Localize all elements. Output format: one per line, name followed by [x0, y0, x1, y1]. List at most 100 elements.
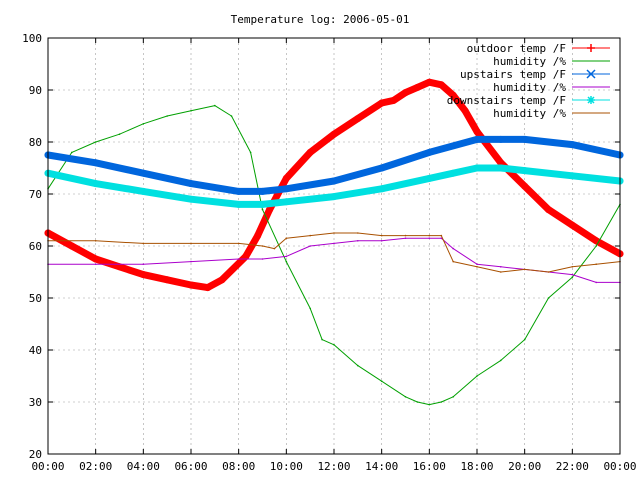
data-point [309, 234, 312, 237]
series-5 [44, 164, 624, 208]
data-point [321, 338, 323, 341]
data-point [595, 245, 597, 247]
data-point [204, 284, 212, 292]
data-point [282, 174, 290, 182]
data-point [94, 240, 97, 242]
data-point [437, 81, 445, 89]
data-point [94, 141, 97, 143]
data-point [68, 242, 76, 250]
data-point [497, 164, 505, 172]
data-point [571, 266, 574, 268]
data-point [142, 123, 145, 125]
data-point [413, 83, 421, 91]
data-point [230, 115, 233, 117]
data-point [92, 180, 100, 188]
data-point [261, 208, 264, 211]
data-point [118, 133, 121, 135]
data-point [452, 260, 455, 263]
data-point [94, 263, 97, 266]
x-tick-label: 06:00 [174, 460, 207, 473]
data-point [163, 276, 171, 284]
data-point [190, 242, 192, 245]
data-point [595, 263, 597, 266]
data-point [235, 187, 243, 195]
data-point [449, 91, 457, 99]
data-point [545, 206, 552, 214]
data-point [380, 240, 383, 242]
series-3 [44, 135, 624, 195]
data-point [595, 281, 597, 284]
x-tick-label: 18:00 [460, 460, 493, 473]
x-tick-label: 14:00 [365, 460, 398, 473]
data-point [476, 375, 478, 377]
data-point [218, 276, 226, 284]
legend-marker-plus [587, 44, 595, 52]
data-point [71, 151, 73, 154]
data-point [568, 221, 576, 229]
data-point [249, 151, 252, 154]
data-point [500, 271, 502, 273]
data-point [425, 148, 433, 156]
y-tick-label: 90 [29, 84, 42, 97]
data-point [568, 141, 576, 149]
data-point [139, 271, 147, 279]
data-point [547, 271, 550, 273]
data-point [473, 164, 481, 172]
data-point [500, 359, 502, 362]
x-tick-label: 08:00 [222, 460, 255, 473]
data-point [378, 164, 386, 172]
legend-label: humidity /% [493, 81, 566, 94]
series-line [44, 164, 624, 208]
data-point [476, 266, 478, 268]
y-tick-label: 70 [29, 188, 42, 201]
legend-label: outdoor temp /F [467, 42, 566, 55]
data-point [473, 128, 481, 136]
data-point [428, 237, 431, 239]
data-point [428, 403, 431, 406]
y-tick-label: 80 [29, 136, 42, 149]
data-point [309, 245, 312, 247]
data-point [261, 245, 264, 247]
x-tick-label: 00:00 [31, 460, 64, 473]
data-point [237, 242, 240, 245]
series-layer [44, 78, 624, 406]
data-point [142, 242, 145, 245]
data-point [261, 258, 264, 260]
x-tick-label: 20:00 [508, 460, 541, 473]
data-point [357, 364, 359, 367]
data-point [92, 255, 100, 263]
data-point [282, 198, 290, 206]
data-point [273, 247, 276, 250]
data-point [187, 195, 195, 203]
data-point [390, 96, 398, 104]
data-point [380, 234, 383, 237]
data-point [497, 135, 505, 143]
axes: 20 30 40 50 60 70 80 90 100 00:00 02:00 04:00 06:00 0… [22, 32, 636, 473]
x-tick-label: 16:00 [413, 460, 446, 473]
y-tick-label: 20 [29, 448, 42, 461]
legend: outdoor temp /F humidity /%upstairs temp … [447, 42, 610, 120]
legend-label: upstairs temp /F [460, 68, 566, 81]
data-point [425, 78, 433, 86]
data-point [452, 396, 455, 398]
x-tick-label: 22:00 [556, 460, 589, 473]
data-point [380, 380, 383, 383]
data-point [142, 263, 145, 266]
y-tick-label: 60 [29, 240, 42, 253]
data-point [259, 187, 266, 195]
legend-label: downstairs temp /F [447, 94, 566, 107]
data-point [428, 234, 431, 237]
data-point [521, 182, 529, 190]
data-point [254, 232, 262, 240]
data-point [452, 247, 455, 250]
data-point [461, 107, 469, 115]
data-point [354, 115, 362, 123]
x-tick-label: 04:00 [127, 460, 160, 473]
x-tick-label: 00:00 [603, 460, 636, 473]
data-point [242, 252, 250, 260]
data-point [190, 110, 192, 112]
data-point [404, 234, 407, 237]
data-point [521, 135, 529, 143]
data-point [333, 344, 335, 346]
